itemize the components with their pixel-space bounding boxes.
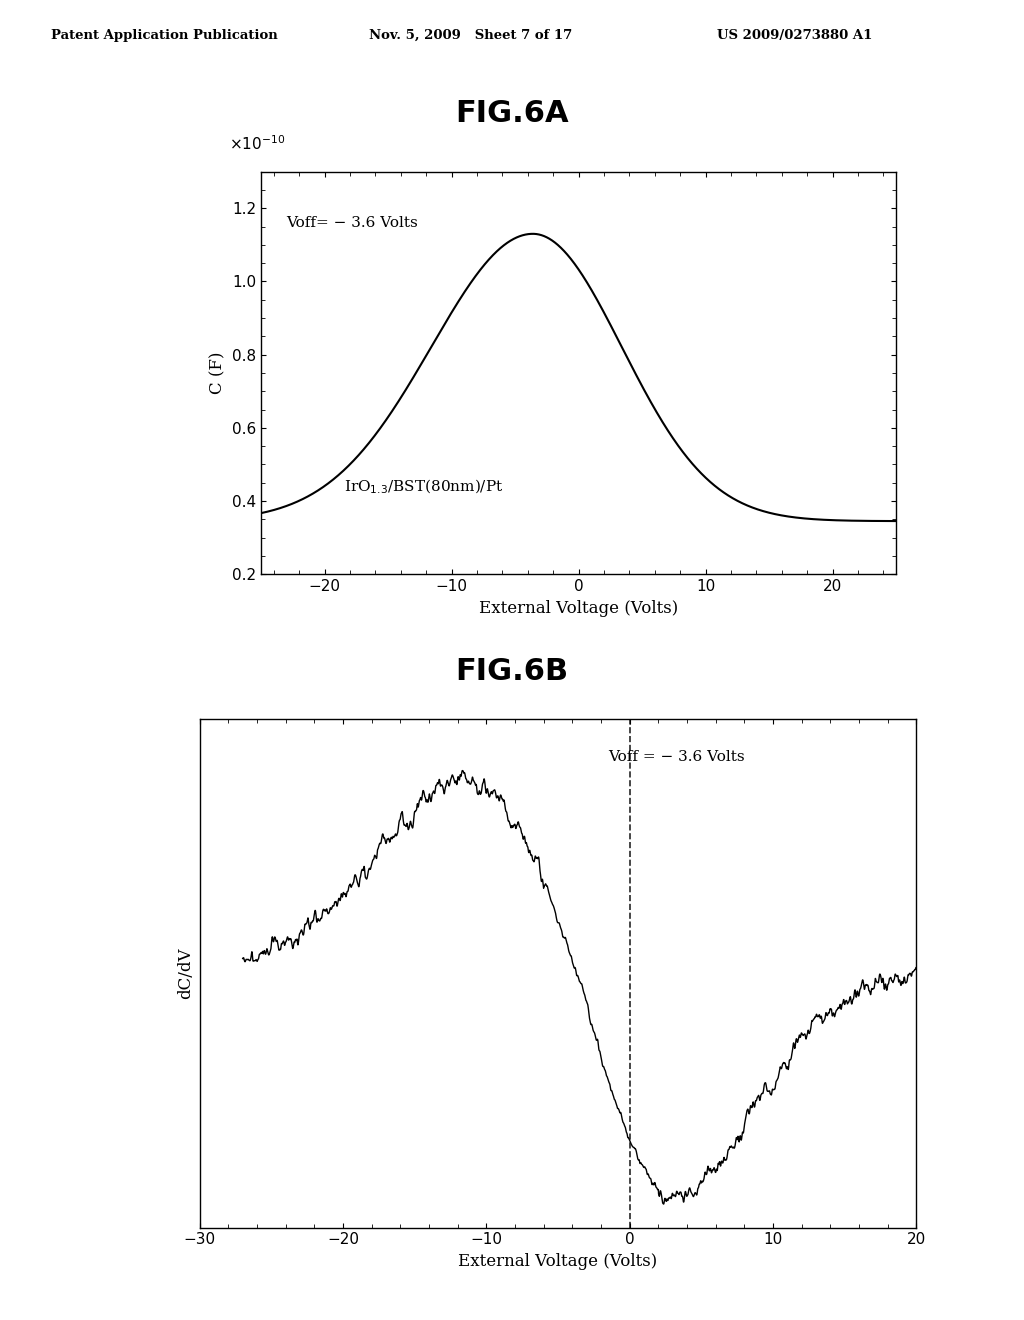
Text: Nov. 5, 2009   Sheet 7 of 17: Nov. 5, 2009 Sheet 7 of 17	[369, 29, 571, 42]
Text: US 2009/0273880 A1: US 2009/0273880 A1	[717, 29, 872, 42]
Text: Voff= − 3.6 Volts: Voff= − 3.6 Volts	[287, 216, 418, 230]
Text: IrO$_{1.3}$/BST(80nm)/Pt: IrO$_{1.3}$/BST(80nm)/Pt	[344, 478, 503, 496]
X-axis label: External Voltage (Volts): External Voltage (Volts)	[479, 599, 678, 616]
X-axis label: External Voltage (Volts): External Voltage (Volts)	[459, 1253, 657, 1270]
Text: Voff = − 3.6 Volts: Voff = − 3.6 Volts	[608, 750, 744, 764]
Y-axis label: C (F): C (F)	[210, 351, 226, 395]
Text: $\times 10^{-10}$: $\times 10^{-10}$	[229, 135, 286, 153]
Text: FIG.6B: FIG.6B	[456, 657, 568, 686]
Text: FIG.6A: FIG.6A	[456, 99, 568, 128]
Y-axis label: dC/dV: dC/dV	[177, 948, 195, 999]
Text: Patent Application Publication: Patent Application Publication	[51, 29, 278, 42]
